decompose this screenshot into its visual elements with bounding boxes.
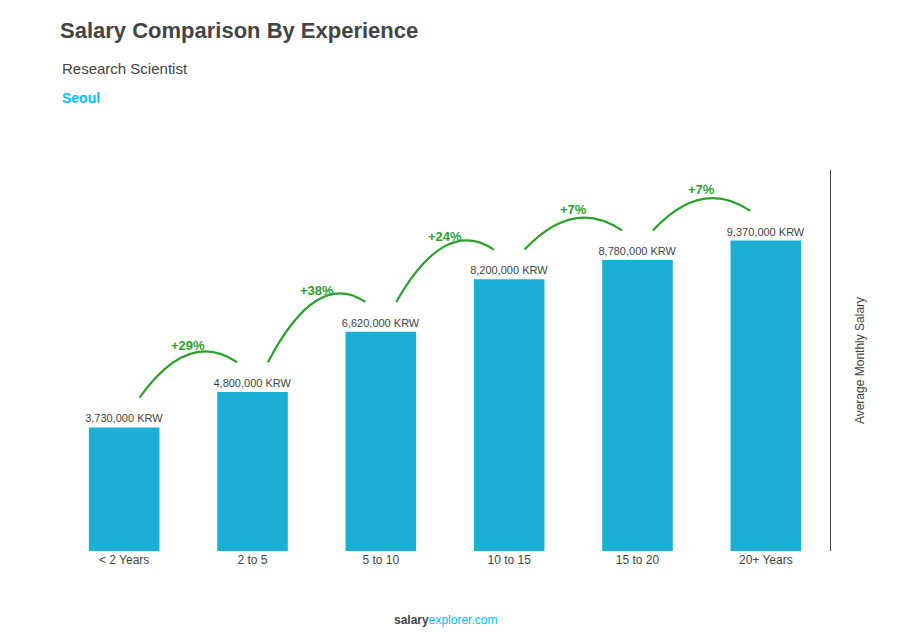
svg-text:15 to 20: 15 to 20 <box>616 553 660 567</box>
svg-text:+24%: +24% <box>428 229 462 244</box>
svg-text:8,780,000 KRW: 8,780,000 KRW <box>598 245 676 257</box>
svg-text:salaryexplorer.com: salaryexplorer.com <box>394 613 497 627</box>
svg-text:6,620,000 KRW: 6,620,000 KRW <box>342 317 420 329</box>
svg-text:5 to 10: 5 to 10 <box>362 553 399 567</box>
svg-text:2 to 5: 2 to 5 <box>237 553 267 567</box>
svg-text:+38%: +38% <box>300 283 334 298</box>
svg-text:Research Scientist: Research Scientist <box>62 60 188 77</box>
svg-text:+7%: +7% <box>560 202 587 217</box>
svg-text:Seoul: Seoul <box>62 90 100 106</box>
svg-text:Salary Comparison By Experienc: Salary Comparison By Experience <box>60 18 418 43</box>
svg-text:4,800,000 KRW: 4,800,000 KRW <box>213 377 291 389</box>
svg-text:10 to 15: 10 to 15 <box>487 553 531 567</box>
svg-text:3,730,000 KRW: 3,730,000 KRW <box>85 412 163 424</box>
svg-text:Average Monthly Salary: Average Monthly Salary <box>853 297 867 424</box>
svg-text:+29%: +29% <box>171 338 205 353</box>
svg-text:8,200,000 KRW: 8,200,000 KRW <box>470 264 548 276</box>
svg-text:+7%: +7% <box>688 182 715 197</box>
svg-text:< 2 Years: < 2 Years <box>99 553 149 567</box>
svg-text:20+ Years: 20+ Years <box>739 553 793 567</box>
svg-text:9,370,000 KRW: 9,370,000 KRW <box>727 226 805 238</box>
